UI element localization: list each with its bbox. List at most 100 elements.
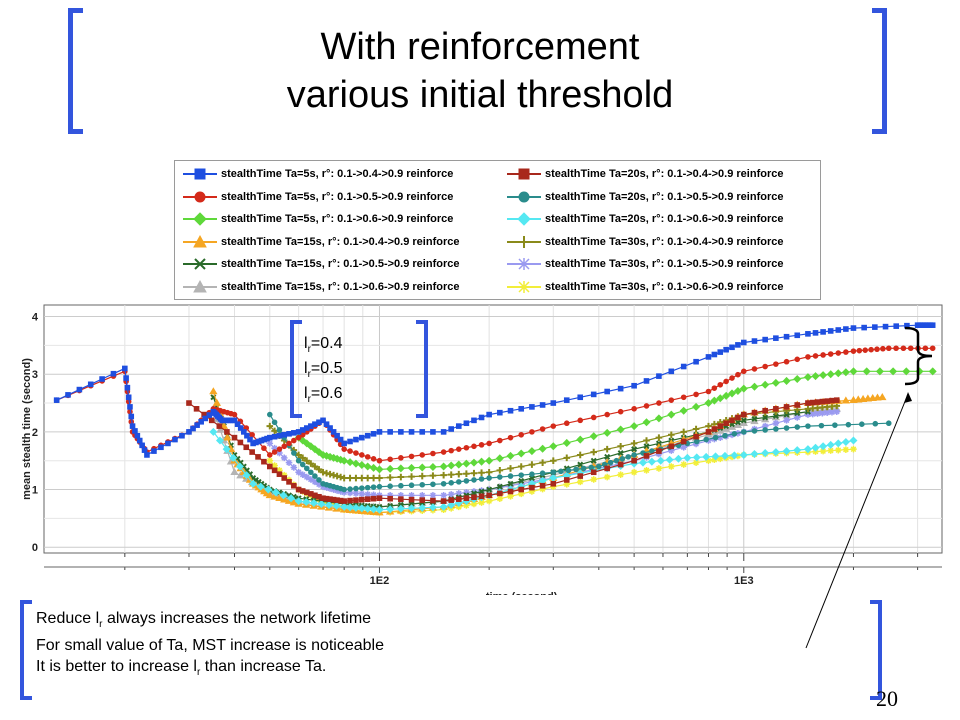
data-point	[577, 417, 584, 424]
data-point	[370, 455, 377, 462]
data-point	[783, 333, 790, 340]
data-point	[440, 471, 447, 479]
legend-swatch	[183, 279, 217, 292]
legend-label: stealthTime Ta=5s, r°: 0.1->0.4->0.9 rei…	[221, 168, 454, 180]
data-point	[506, 451, 515, 460]
data-point	[638, 458, 647, 467]
lr-label-1: lr=0.4	[304, 335, 343, 356]
data-point	[819, 447, 827, 455]
data-point	[209, 387, 218, 395]
data-point	[750, 449, 759, 458]
data-point	[693, 433, 699, 440]
data-point	[631, 452, 637, 458]
data-point	[631, 457, 637, 464]
data-point	[470, 488, 478, 495]
data-point	[353, 485, 359, 492]
data-point	[364, 474, 372, 482]
data-point	[563, 397, 570, 403]
data-point	[266, 411, 273, 418]
data-point	[740, 429, 747, 435]
data-point	[617, 408, 624, 415]
data-point	[730, 451, 739, 460]
data-point	[529, 471, 535, 477]
data-point	[841, 368, 850, 377]
data-point	[619, 455, 626, 462]
data-point	[668, 443, 675, 450]
data-point	[236, 471, 245, 479]
legend-swatch	[507, 258, 541, 270]
data-point	[455, 490, 463, 497]
data-point	[539, 402, 546, 408]
data-point	[477, 457, 486, 466]
data-point	[711, 452, 720, 461]
data-point	[291, 437, 297, 444]
data-point	[783, 417, 790, 424]
data-point	[407, 463, 416, 472]
data-point	[193, 212, 207, 226]
data-point	[655, 465, 663, 472]
data-point	[692, 425, 700, 433]
data-point	[271, 433, 278, 440]
data-point	[302, 498, 311, 507]
data-point	[359, 496, 365, 503]
data-point	[820, 329, 826, 335]
data-point	[76, 386, 83, 393]
data-point	[375, 465, 384, 474]
data-point	[507, 434, 514, 441]
notes-text: Reduce lr always increases the network l…	[36, 608, 384, 683]
data-point	[281, 443, 288, 450]
data-point	[486, 411, 492, 418]
data-point	[332, 501, 341, 510]
data-point	[323, 421, 330, 427]
data-point	[198, 418, 204, 425]
data-point	[849, 436, 858, 445]
data-point	[717, 349, 724, 355]
data-point	[811, 443, 820, 452]
data-point	[712, 434, 719, 441]
data-point	[485, 456, 494, 465]
data-point	[316, 477, 322, 483]
data-point	[376, 483, 383, 490]
data-point	[496, 495, 504, 502]
data-point	[194, 168, 206, 180]
data-point	[346, 458, 355, 467]
data-point	[692, 453, 701, 462]
data-point	[397, 492, 405, 499]
data-point	[334, 432, 340, 439]
data-point	[357, 504, 366, 513]
data-point	[794, 356, 801, 363]
data-point	[247, 436, 253, 443]
data-point	[448, 447, 455, 454]
data-point	[793, 414, 801, 421]
data-point	[590, 448, 598, 456]
data-point	[518, 406, 525, 412]
data-point	[862, 347, 869, 353]
data-point	[194, 422, 200, 428]
data-point	[722, 432, 728, 439]
data-point	[132, 428, 138, 434]
data-point	[299, 461, 306, 468]
data-point	[667, 410, 676, 419]
data-point	[518, 477, 525, 484]
data-point	[740, 339, 747, 346]
data-point	[625, 454, 632, 460]
data-point	[470, 469, 478, 477]
data-point	[418, 503, 427, 512]
lr-label-2: lr=0.5	[304, 360, 343, 381]
slide-title-line-1: With reinforcement	[320, 26, 640, 68]
data-point	[818, 422, 825, 429]
data-point	[364, 454, 371, 460]
data-point	[819, 371, 828, 380]
data-point	[711, 351, 718, 358]
data-point	[518, 486, 525, 493]
data-point	[680, 363, 687, 370]
data-point	[337, 436, 344, 443]
data-point	[295, 457, 302, 464]
data-point	[596, 463, 602, 470]
data-point	[723, 420, 729, 427]
data-point	[761, 380, 770, 389]
data-point	[280, 495, 289, 503]
data-point	[826, 370, 835, 379]
data-point	[294, 497, 303, 506]
data-point	[330, 429, 337, 435]
